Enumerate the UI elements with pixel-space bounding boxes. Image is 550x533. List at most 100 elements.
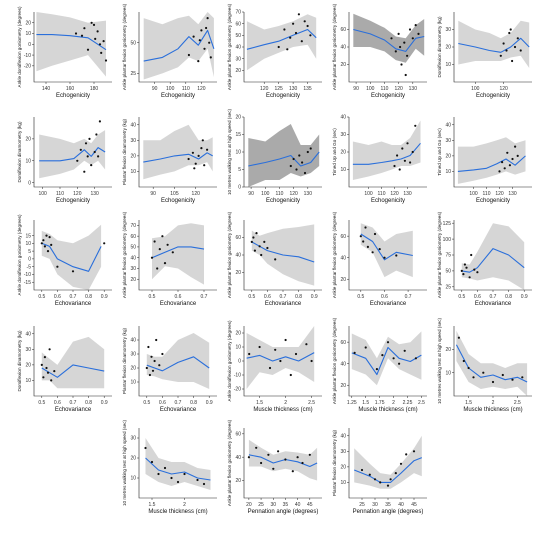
axis-lines — [138, 428, 217, 499]
y-tick-label: 70 — [130, 223, 136, 229]
data-point — [462, 273, 465, 276]
y-tick-label: 10 — [25, 158, 31, 164]
y-tick-label: 40 — [340, 45, 346, 51]
data-point — [258, 345, 261, 349]
data-point — [364, 226, 367, 229]
panel-c1: 0.5 0.6 0.7 0.8 0.9 -15 -10 -50 5 10 15 Echovarianc… — [17, 214, 112, 307]
data-point — [284, 338, 287, 342]
y-tick-label: 40 — [445, 122, 451, 128]
y-tick-label: 70 — [235, 10, 241, 16]
confidence-band — [143, 12, 214, 80]
y-axis-label: Ankle plantar flexion goniometry (degree… — [437, 211, 442, 298]
x-tick-label: 105 — [170, 191, 179, 197]
data-point — [414, 24, 417, 27]
data-point — [86, 155, 89, 158]
data-point — [83, 170, 86, 173]
data-point — [147, 345, 150, 349]
x-tick-label: 110 — [275, 191, 283, 197]
data-point — [170, 476, 173, 480]
panel-d2: 0.5 0.6 0.7 0.8 0.9 10 20 30 40 Echovariance Plant… — [122, 326, 217, 413]
x-tick-label: 180 — [90, 86, 99, 92]
y-tick-label: 10 — [130, 380, 136, 386]
y-tick-label: -5 — [27, 264, 32, 270]
data-point — [209, 56, 212, 59]
y-axis-label: Ankle plantar flexion goniometry (degree… — [227, 3, 232, 90]
y-axis-label: Dorsiflexion dinamometry (kg) — [17, 330, 22, 391]
data-point — [286, 48, 289, 51]
data-point — [166, 243, 169, 246]
axis-lines — [138, 12, 217, 83]
data-point — [462, 359, 465, 363]
y-axis-label: Plantar flexion dinamometry (kg) — [122, 118, 127, 185]
y-tick-label: 60 — [340, 234, 346, 240]
axis-lines — [453, 220, 532, 291]
x-tick-label: 45 — [411, 502, 417, 508]
data-point — [151, 369, 155, 372]
x-tick-label: 0.9 — [521, 294, 528, 300]
data-point — [153, 240, 156, 243]
data-point — [74, 32, 78, 35]
y-tick-label: 60 — [235, 21, 241, 27]
data-point — [42, 376, 45, 379]
confidence-band — [39, 130, 106, 179]
x-tick-label: 0.8 — [295, 294, 302, 300]
y-tick-label: 20 — [340, 465, 346, 471]
axis-lines — [243, 220, 322, 291]
x-axis-label: Echogenicity — [371, 93, 405, 99]
data-point — [203, 164, 206, 167]
y-tick-label: 10 — [25, 241, 31, 247]
y-tick-label: 50 — [235, 33, 241, 39]
x-tick-label: 160 — [66, 86, 75, 92]
y-tick-label: 40 — [130, 255, 136, 261]
x-tick-label: 100 — [471, 86, 480, 92]
y-tick-label: 15 — [25, 233, 31, 239]
confidence-band — [360, 223, 413, 278]
data-point — [289, 373, 292, 377]
data-point — [366, 245, 369, 248]
x-tick-label: 125 — [274, 86, 283, 92]
fit-line — [39, 147, 106, 162]
data-point — [95, 133, 98, 136]
data-point — [163, 466, 167, 470]
axis-lines — [348, 326, 427, 397]
confidence-band — [456, 330, 528, 396]
y-tick-label: 30 — [445, 138, 451, 144]
fit-line — [41, 242, 102, 272]
data-point — [297, 13, 300, 16]
data-point — [392, 357, 395, 360]
data-point — [284, 458, 287, 461]
data-point — [359, 235, 362, 238]
data-point — [203, 47, 206, 50]
y-tick-label: 30 — [25, 347, 31, 353]
data-point — [176, 480, 180, 484]
data-point — [399, 462, 403, 465]
data-point — [100, 51, 103, 55]
panel-b1: 100 110 120 130 0 10 20 Echogenicity Dorsiflexio… — [17, 117, 112, 204]
data-point — [272, 467, 275, 470]
data-point — [191, 151, 194, 154]
y-tick-label: 40 — [340, 433, 346, 439]
x-tick-label: 120 — [192, 191, 201, 197]
data-point — [150, 460, 154, 464]
data-point — [417, 32, 420, 35]
data-point — [274, 258, 277, 261]
data-point — [163, 262, 167, 265]
data-point — [506, 151, 509, 154]
y-axis-label: 10 metres walking test at high speed (se… — [227, 109, 232, 196]
data-point — [516, 37, 519, 40]
data-point — [153, 359, 156, 363]
y-tick-label: 40 — [130, 122, 136, 128]
x-tick-label: 120 — [499, 86, 508, 92]
confidence-band — [461, 223, 525, 290]
data-point — [255, 446, 258, 449]
data-point — [187, 157, 190, 161]
axis-lines — [33, 12, 112, 83]
x-tick-label: 90 — [152, 86, 158, 92]
data-point — [294, 352, 298, 356]
x-tick-label: 100 — [261, 191, 270, 197]
y-axis-label: 10 metres walking test at high speed (se… — [437, 318, 442, 405]
data-point — [375, 368, 378, 371]
data-point — [371, 251, 374, 254]
data-point — [248, 352, 251, 356]
data-point — [83, 27, 86, 30]
